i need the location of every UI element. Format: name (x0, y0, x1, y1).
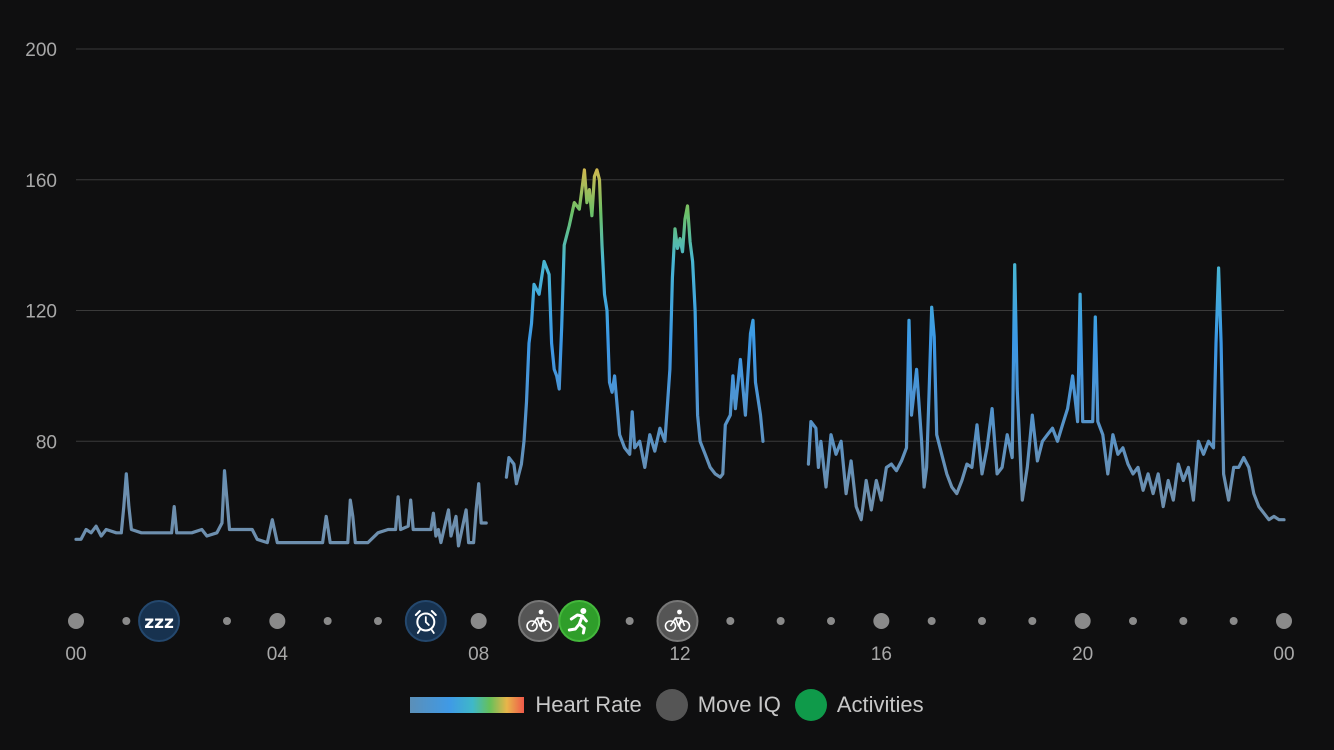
timeline-dot (323, 617, 332, 625)
move-iq-swatch (655, 689, 688, 721)
legend-label-move-iq: Move IQ (697, 692, 781, 717)
timeline-dot (1179, 617, 1188, 625)
y-axis-ticks: 80 120 160 200 (25, 40, 57, 453)
sleep-zzz-icon[interactable]: zzz (138, 600, 181, 642)
x-tick-label: 20 (1072, 644, 1093, 665)
timeline-hour-dot (1074, 613, 1091, 629)
timeline-dot (122, 617, 131, 625)
legend-label-activities: Activities (836, 692, 924, 717)
timeline-hour-dot (68, 613, 84, 629)
running-icon[interactable] (558, 600, 601, 642)
timeline-dot (978, 617, 986, 625)
timeline-hour-dot (1276, 613, 1292, 629)
heart-rate-line-segment-3 (806, 263, 1286, 522)
timeline-dot (1028, 617, 1037, 625)
x-tick-label: 00 (1273, 644, 1294, 665)
timeline-dot (625, 617, 634, 625)
timeline-dot (776, 617, 785, 625)
alarm-clock-icon[interactable] (404, 600, 447, 642)
x-axis-ticks: 00 04 08 12 16 20 00 (65, 644, 1294, 665)
x-tick-label: 12 (669, 644, 690, 665)
timeline-hour-dot (873, 613, 890, 629)
timeline-dot (726, 617, 735, 625)
timeline-dot (927, 617, 936, 625)
legend-item-heart-rate[interactable]: Heart Rate (410, 692, 642, 718)
timeline-dot (223, 617, 231, 625)
x-tick-label: 00 (65, 644, 86, 665)
y-tick-label: 160 (25, 171, 57, 192)
timeline-hour-dot (269, 613, 286, 629)
timeline: zzz (68, 600, 1292, 642)
timeline-hour-dot (470, 613, 487, 629)
timeline-dot (1129, 617, 1137, 625)
legend-item-activities[interactable]: Activities (794, 689, 924, 721)
bicycle-icon[interactable] (518, 600, 561, 642)
heart-rate-series (74, 168, 1286, 548)
y-tick-label: 120 (25, 302, 57, 323)
x-tick-label: 08 (468, 644, 489, 665)
legend-item-move-iq[interactable]: Move IQ (655, 689, 781, 721)
activities-swatch (794, 689, 827, 721)
sleep-zzz-label: zzz (144, 613, 174, 633)
y-tick-label: 200 (25, 40, 57, 61)
x-tick-label: 16 (871, 644, 892, 665)
timeline-dot (374, 617, 382, 625)
bicycle-icon[interactable] (656, 600, 699, 642)
timeline-dot (827, 617, 835, 625)
timeline-dot (1229, 617, 1238, 625)
y-tick-label: 80 (36, 432, 57, 453)
legend: Heart Rate Move IQ Activities (0, 686, 1334, 724)
heart-rate-line-segment-2 (504, 168, 765, 486)
heart-rate-line-segment-1 (74, 469, 488, 548)
x-tick-label: 04 (267, 644, 289, 665)
heart-rate-chart: 80 120 160 200 zzz 00 04 08 12 16 20 00 (25, 40, 1294, 665)
heart-rate-gradient-swatch (410, 697, 525, 713)
legend-label-heart-rate: Heart Rate (535, 692, 642, 717)
grid-lines (76, 48, 1284, 442)
